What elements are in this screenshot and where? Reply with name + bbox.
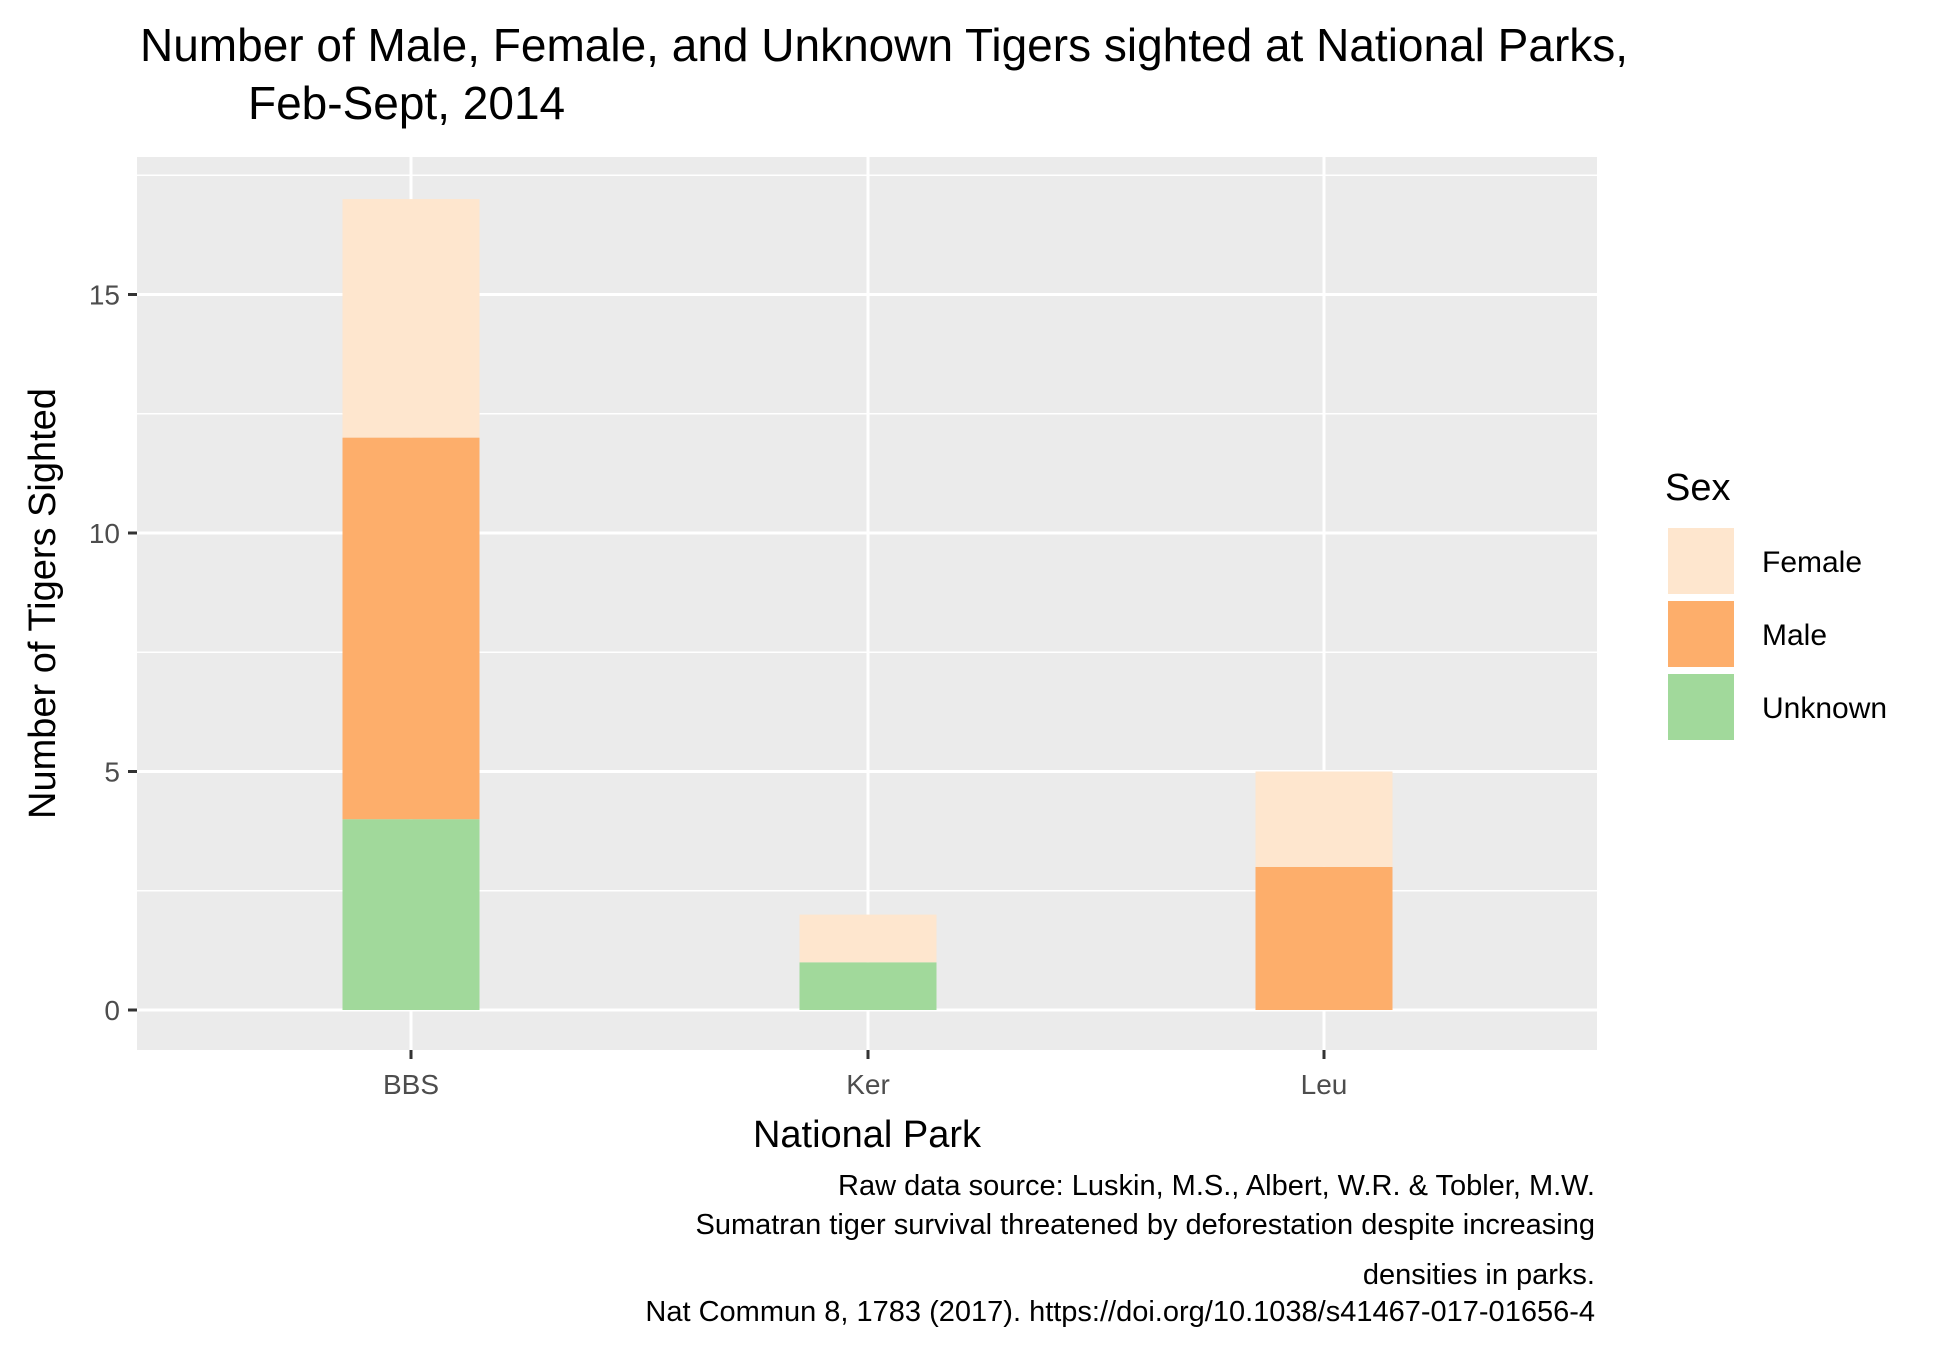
x-tick-label: BBS [383, 1069, 439, 1100]
bar-ker-unknown [799, 962, 937, 1010]
caption-line-3: densities in parks. [1362, 1259, 1595, 1291]
x-axis-title: National Park [753, 1114, 982, 1156]
chart-title-line-2: Feb-Sept, 2014 [248, 77, 566, 129]
caption-line-4: Nat Commun 8, 1783 (2017). https://doi.o… [645, 1296, 1595, 1328]
y-tick-label: 0 [104, 995, 120, 1026]
legend-key-female [1666, 526, 1736, 596]
bar-bbs-unknown [342, 819, 480, 1010]
y-tick-label: 15 [89, 280, 120, 311]
bar-leu-female [1255, 771, 1393, 867]
caption-line-2: Sumatran tiger survival threatened by de… [695, 1209, 1595, 1241]
y-tick-label: 5 [104, 757, 120, 788]
x-tick-label: Leu [1301, 1069, 1348, 1100]
bar-leu-male [1255, 866, 1393, 1010]
legend-label-unknown: Unknown [1762, 692, 1887, 725]
caption-line-1: Raw data source: Luskin, M.S., Albert, W… [838, 1170, 1595, 1202]
y-axis-title: Number of Tigers Sighted [22, 388, 64, 819]
x-tick-label: Ker [846, 1069, 890, 1100]
legend-key-male [1666, 599, 1736, 669]
legend-title: Sex [1665, 467, 1730, 509]
chart-title-line-1: Number of Male, Female, and Unknown Tige… [140, 19, 1629, 71]
bar-ker-female [799, 914, 937, 963]
bar-bbs-male [342, 437, 480, 820]
legend-label-female: Female [1762, 546, 1862, 579]
legend-label-male: Male [1762, 619, 1827, 652]
bar-bbs-female [342, 199, 480, 438]
legend-key-unknown [1666, 672, 1736, 742]
y-tick-label: 10 [89, 518, 120, 549]
